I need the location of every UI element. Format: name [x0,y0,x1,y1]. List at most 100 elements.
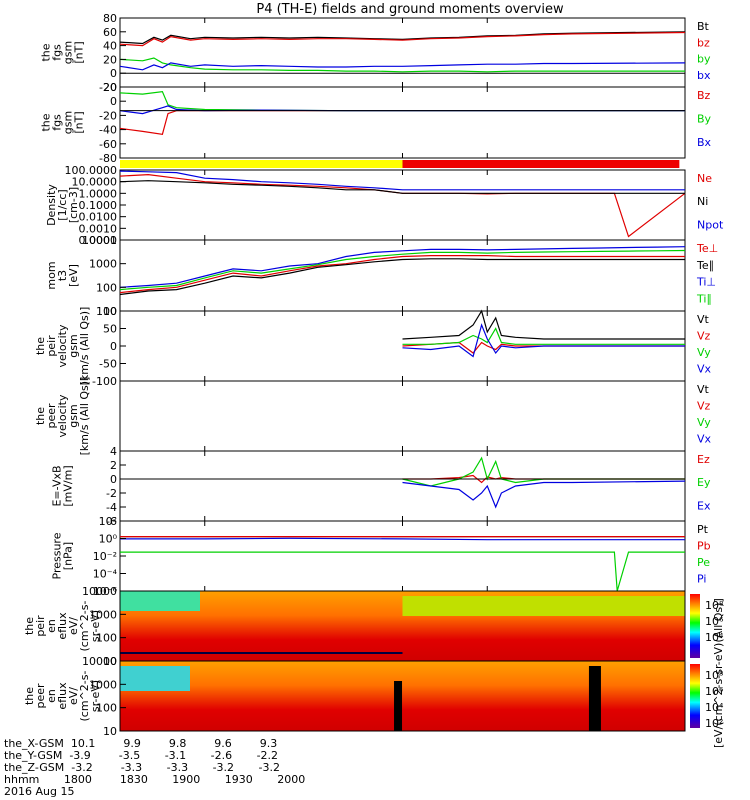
pressure-ylabel: [nPa] [62,542,75,570]
density-legend-Ne: Ne [697,172,712,185]
fgs-gsm-bz-ytick-label: -20 [99,109,117,122]
fgs-gsm-bz-ylabel: [nT] [73,111,86,133]
fgs-gsm-legend-Bt: Bt [697,20,710,33]
efield-legend-Ex: Ex [697,499,711,512]
peer-en-eflux-ytick-label: 10 [103,725,117,738]
peer-en-eflux-data-gap [588,666,601,731]
peir-velocity-legend-Vt: Vt [697,313,710,326]
peer-en-eflux-ylabel: peer [34,683,47,709]
fgs-gsm-ytick-label: 60 [103,26,117,39]
density-ytick-label: 0.0010 [79,222,118,235]
density-frame [119,169,686,241]
colorbar-title: [eV/(cm^2-s-sr-eV)(All Qs)] [712,598,725,748]
fgs-gsm-frame [119,17,686,88]
mom-t3-ytick-label: 10000 [82,234,117,247]
peir-en-eflux-ylabel: eV/ [67,617,80,635]
mom-t3-legend-Ti∥: Ti∥ [696,293,712,306]
peir-velocity-ytick-label: -50 [99,358,117,371]
peir-en-eflux-high-energy-region [402,596,685,616]
peer-en-eflux-ytick-label: 10000 [82,655,117,668]
density-ytick-label: 0.0100 [79,211,118,224]
fgs-gsm-bz-frame [119,86,686,159]
peir-en-eflux-ylabel: sr-eV) [89,610,102,642]
fgs-gsm-bz-legend-Bz: Bz [697,89,711,102]
peer-en-eflux-colorbar [690,664,700,728]
peer-velocity-legend-Vz: Vz [697,400,711,413]
peer-velocity-ylabel: peer [45,403,58,429]
pressure-frame [119,520,686,592]
mode-bar-segment [120,160,403,168]
density-ylabel: [1/cc] [56,189,69,220]
peir-velocity-ylabel: the [34,337,47,355]
pressure-series-Pi [120,537,685,541]
pressure-ytick-label: 10² [99,515,117,528]
fgs-gsm-series-Bt [119,31,686,45]
density-ytick-label: 10.0000 [72,176,118,189]
pressure-legend-Pi: Pi [697,573,706,586]
efield-ylabel: [mV/m] [62,465,75,506]
fgs-gsm-ylabel: [nT] [73,41,86,63]
peir-en-eflux-colorbar [690,594,700,658]
peir-en-eflux-ytick-label: 1000 [89,608,117,621]
pressure-series-Pe [120,551,685,592]
mom-t3-ylabel: t3 [56,270,69,281]
peir-velocity-ytick-label: 0 [110,340,117,353]
peir-velocity-ytick-label: -100 [92,375,117,388]
peer-en-eflux-ytick-label: 1000 [89,678,117,691]
mom-t3-series-Te∥ [119,258,685,296]
efield-ytick-label: 4 [110,445,117,458]
footer-z-gsm: the_Z-GSM -3.2 -3.3 -3.3 -3.2 -3.2 [4,761,280,774]
density-ytick-label: 0.1000 [79,199,118,212]
density-ylabel: [cm-3] [67,187,80,223]
efield-legend-Ey: Ey [697,476,711,489]
peer-en-eflux-colorbar-tick: 10⁴ [705,701,724,714]
peer-en-eflux-ylabel: eV/ [67,687,80,705]
peir-en-eflux-ytick-label: 100 [96,632,117,645]
peer-velocity-ylabel: [km/s (All Qs)] [78,377,91,456]
density-legend-Ni: Ni [697,195,708,208]
footer-x-gsm: the_X-GSM 10.1 9.9 9.8 9.6 9.3 [4,737,278,750]
peir-velocity-series-Vy [402,327,685,345]
mom-t3-ytick-label: 1000 [89,258,117,271]
mom-t3-series-Te⊥ [119,255,685,294]
peer-en-eflux-ylabel: sr-eV) [89,680,102,712]
peer-en-eflux-data-gap [394,681,403,731]
fgs-gsm-ytick-label: 40 [103,40,117,53]
efield-ytick-label: -2 [106,487,117,500]
peer-en-eflux-colorbar-tick: 10² [705,717,723,730]
mom-t3-ytick-label: 100 [96,281,117,294]
mom-t3-series-Ti⊥ [119,246,686,288]
pressure-ytick-label: 10⁻⁴ [93,568,118,581]
fgs-gsm-ylabel: the [40,43,53,61]
peer-en-eflux-ylabel: (cm^2-s- [78,671,91,722]
mom-t3-legend-Ti⊥: Ti⊥ [696,276,716,289]
peir-velocity-legend-Vx: Vx [697,363,712,376]
pressure-legend-Pt: Pt [697,523,709,536]
fgs-gsm-ytick-label: -20 [99,81,117,94]
fgs-gsm-bz-series-By [119,91,685,112]
fgs-gsm-bz-ylabel: gsm [62,111,75,134]
peer-en-eflux-colorbar-tick: 10⁶ [705,685,724,698]
peer-velocity-ylabel: the [34,407,47,425]
peir-en-eflux-colorbar-tick: 10⁶ [705,615,724,628]
footer-date: 2016 Aug 15 [4,785,75,798]
fgs-gsm-bz-ytick-label: -40 [99,124,117,137]
efield-ytick-label: -6 [106,515,117,528]
peir-velocity-ytick-label: 100 [96,305,117,318]
footer-ephemeris: the_X-GSM 10.1 9.9 9.8 9.6 9.3 the_Y-GSM… [4,738,305,798]
peir-velocity-ylabel: velocity [56,324,69,367]
pressure-ylabel: Pressure [51,532,64,579]
density-series-Ni [119,180,685,194]
density-ylabel: Density [45,184,58,226]
peer-velocity-frame [119,380,686,452]
peir-velocity-ylabel: [km/s (All Qs)] [78,307,91,386]
density-series-Ne [119,173,686,238]
fgs-gsm-bz-ytick-label: 0 [110,95,117,108]
peir-velocity-ytick-label: 50 [103,323,117,336]
density-legend-Npot: Npot [697,218,724,231]
efield-frame [119,450,686,522]
peer-en-eflux-colorbar-tick: 10⁸ [705,669,724,682]
fgs-gsm-bz-legend-By: By [697,113,712,126]
density-ytick-label: 100.0000 [65,164,118,177]
